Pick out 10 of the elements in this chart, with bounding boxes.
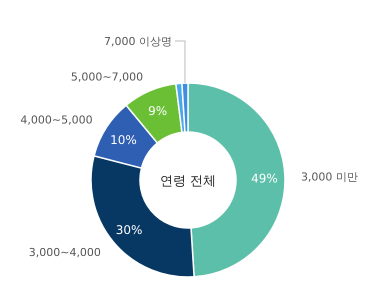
data-label: 49% (251, 172, 278, 186)
data-label: 30% (116, 222, 142, 237)
slice-label: 3,000~4,000 (28, 246, 101, 260)
slice-label: 4,000~5,000 (20, 113, 93, 126)
slice-label: 3,000 미만 (300, 170, 358, 184)
data-label: 9% (148, 104, 168, 118)
text: 연령 전체 (160, 174, 216, 189)
slice-label: 5,000~7,000 (70, 70, 144, 84)
data-label: 10% (110, 133, 137, 148)
slice-label: 7,000 이상명 (104, 35, 172, 48)
